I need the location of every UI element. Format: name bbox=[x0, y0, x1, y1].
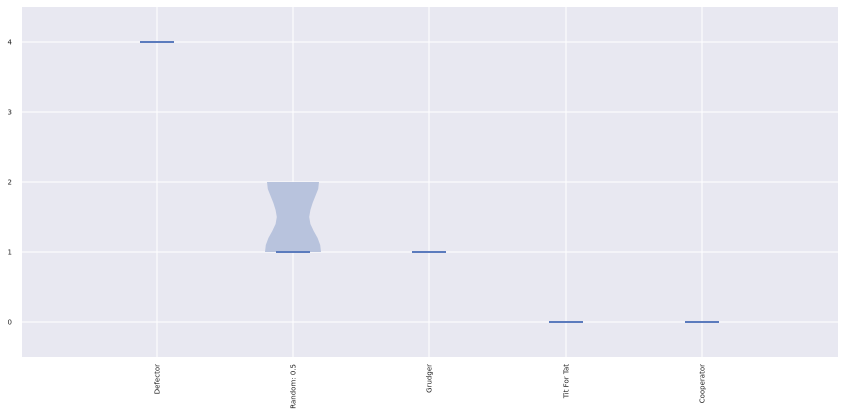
violin-body bbox=[265, 182, 321, 252]
x-tick-label: Defector bbox=[154, 364, 162, 394]
x-tick-label: Grudger bbox=[426, 364, 434, 393]
x-tick-label: Cooperator bbox=[699, 364, 707, 403]
y-tick-label: 3 bbox=[8, 109, 12, 117]
y-tick-label: 4 bbox=[8, 39, 13, 47]
x-axis-ticks: Defector Random: 0.5 Grudger Tit For Tat Coo… bbox=[154, 364, 707, 409]
y-tick-label: 1 bbox=[8, 249, 12, 257]
y-tick-label: 2 bbox=[8, 179, 12, 187]
median-lines bbox=[140, 41, 719, 323]
y-axis-ticks: 0 1 2 3 4 bbox=[8, 39, 13, 327]
x-tick-label: Tit For Tat bbox=[563, 364, 571, 400]
violin-bodies bbox=[265, 182, 321, 252]
y-tick-label: 0 bbox=[8, 319, 12, 327]
x-tick-label: Random: 0.5 bbox=[290, 364, 298, 409]
